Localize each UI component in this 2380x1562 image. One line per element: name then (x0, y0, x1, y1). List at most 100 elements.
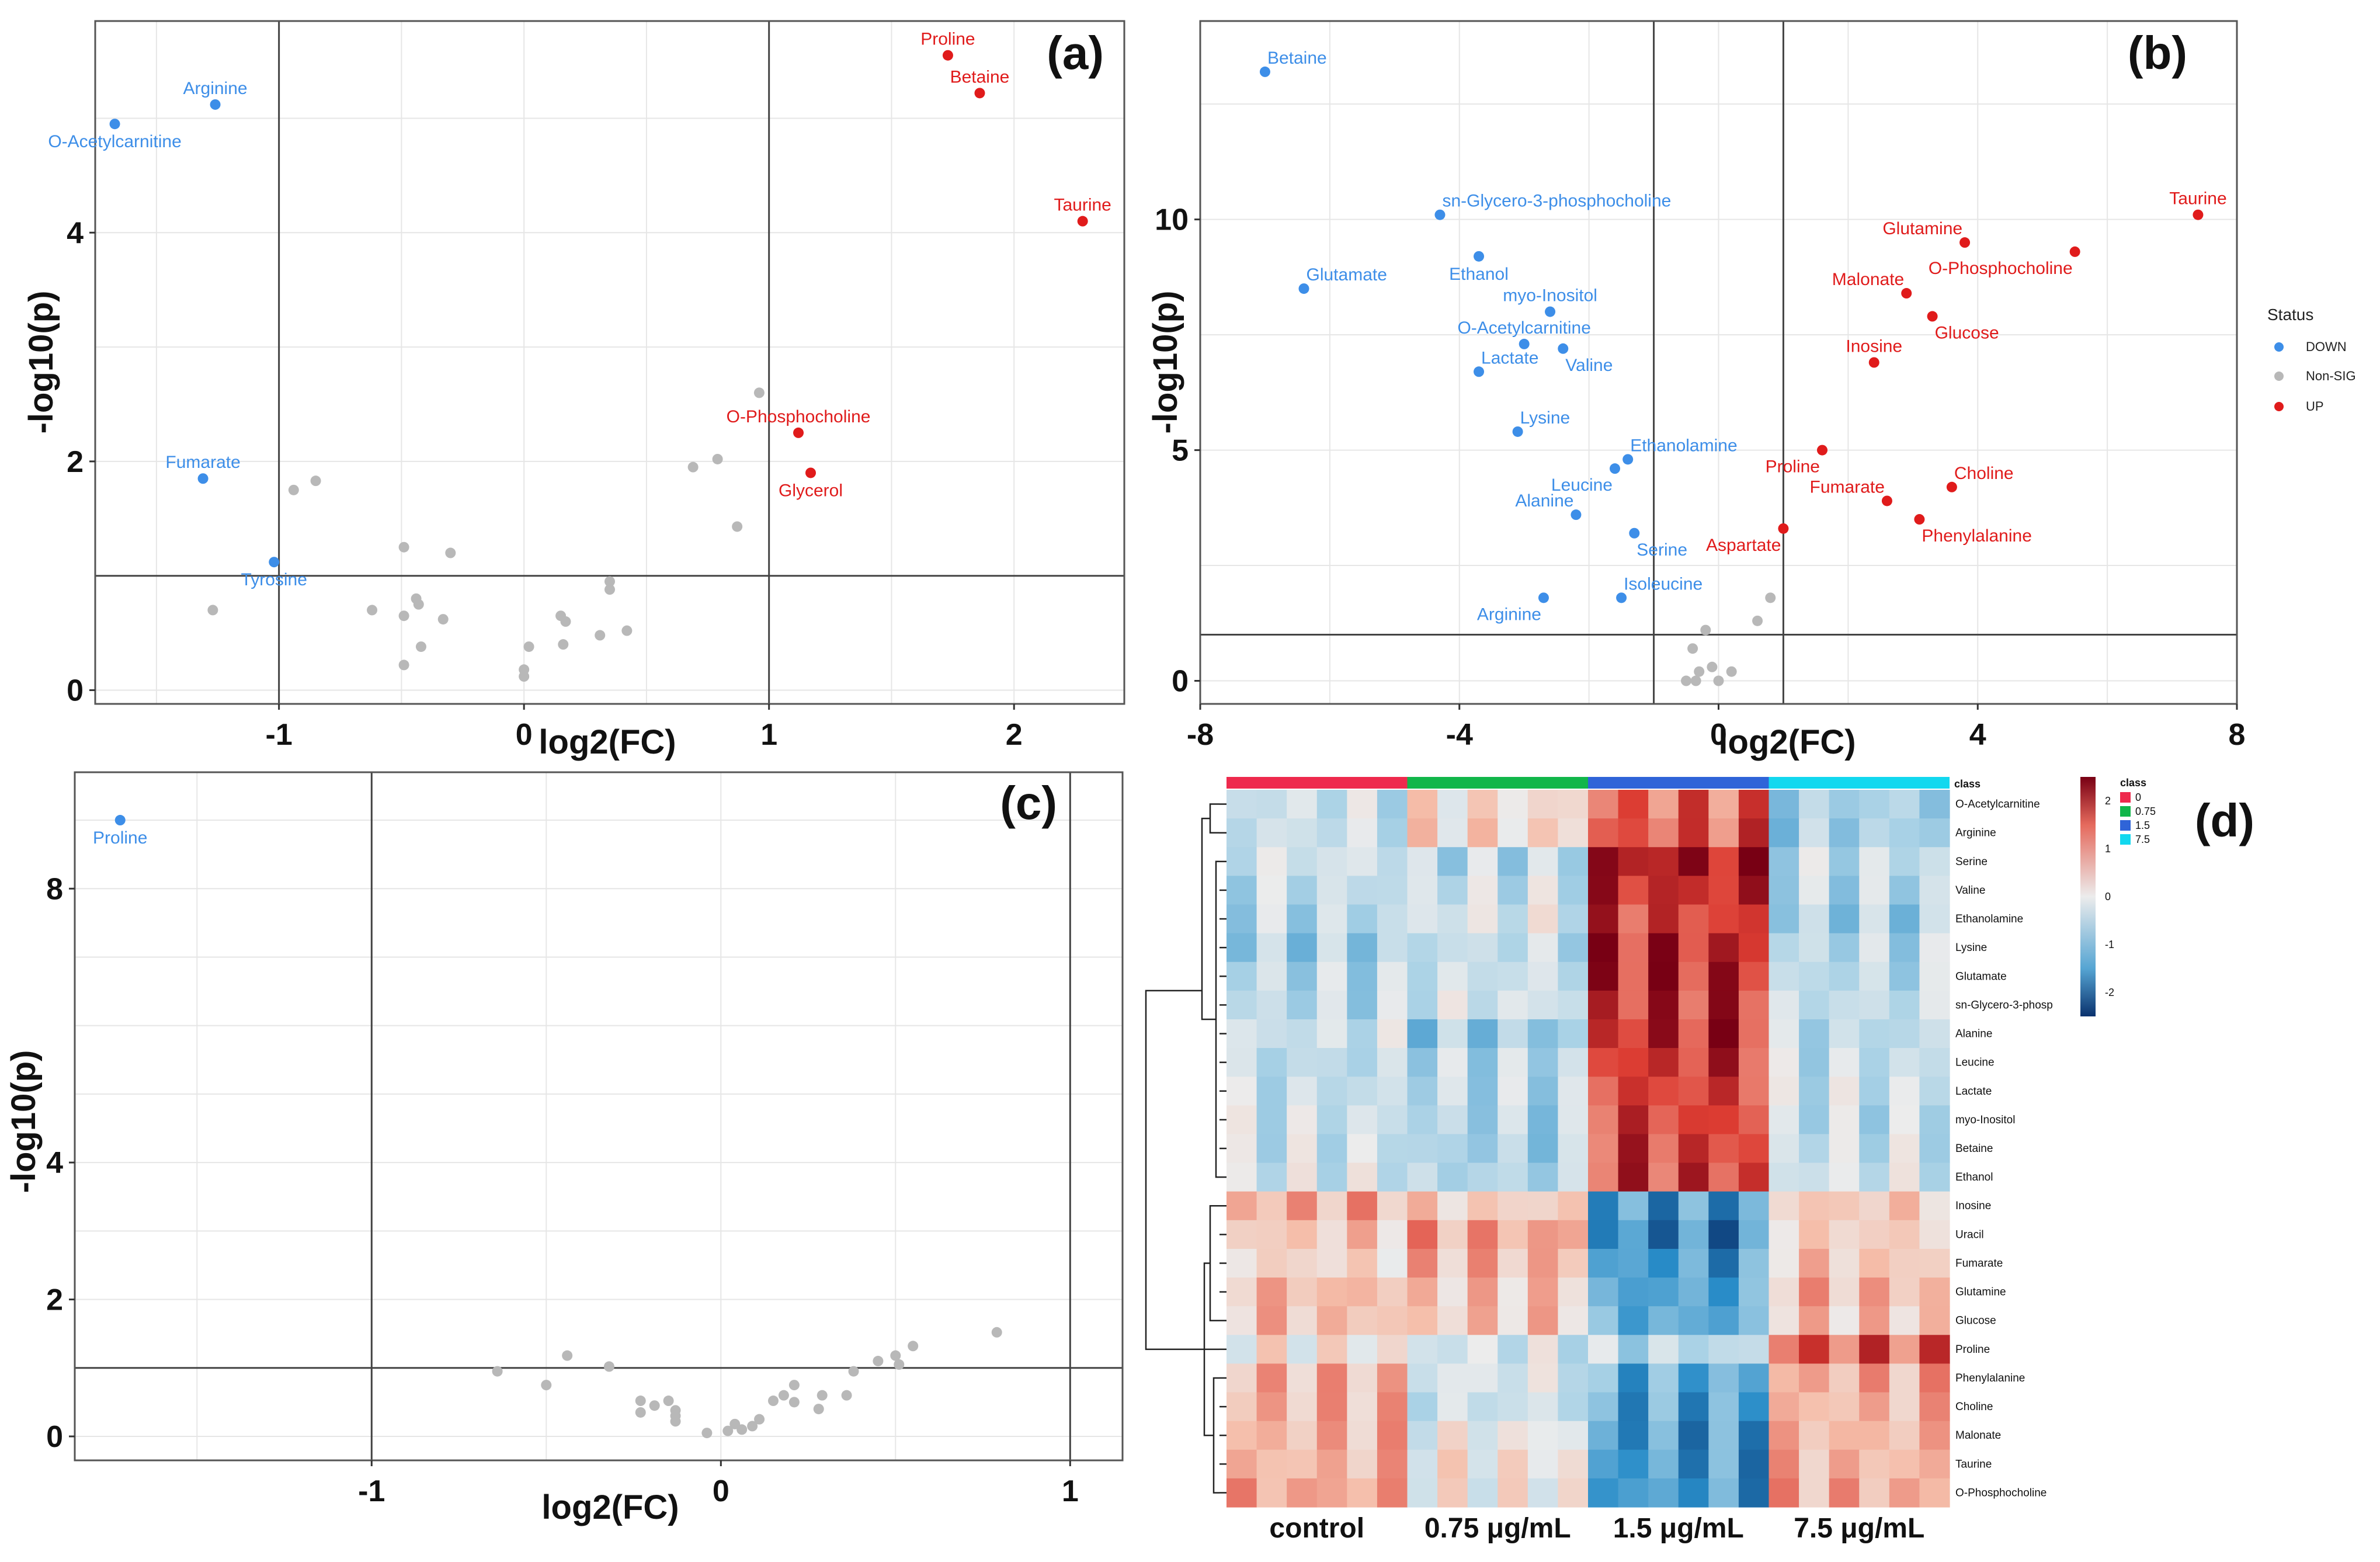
heatmap-cell (1287, 1162, 1318, 1192)
heatmap-cell (1738, 1278, 1770, 1307)
heatmap-cell (1256, 962, 1287, 991)
heatmap-cell (1678, 990, 1709, 1020)
heatmap-cell (1377, 1335, 1408, 1364)
heatmap-cell (1316, 1105, 1347, 1135)
heatmap-cell (1769, 1048, 1799, 1077)
x-tick-label: -4 (1446, 718, 1473, 752)
heatmap-row-label: Lactate (1955, 1085, 1992, 1098)
heatmap-cell (1527, 1478, 1559, 1508)
heatmap-cell (1287, 1449, 1318, 1479)
heatmap-cell (1407, 933, 1438, 963)
heatmap-cell (1769, 1449, 1799, 1479)
heatmap-cell (1708, 904, 1739, 934)
color-scale-tick: 2 (2105, 795, 2111, 807)
point-label: Alanine (1515, 491, 1573, 511)
heatmap-row-label: Glucose (1955, 1315, 1996, 1327)
class-legend-swatch (2120, 834, 2131, 845)
heatmap-cell (1527, 1392, 1559, 1422)
heatmap-cell (1256, 1248, 1287, 1278)
heatmap-cell (1919, 1077, 1950, 1106)
heatmap-cell (1377, 1449, 1408, 1479)
data-point (1700, 624, 1711, 636)
heatmap-cell (1347, 904, 1378, 934)
heatmap-cell (1648, 1278, 1679, 1307)
data-point (768, 1396, 779, 1407)
heatmap-cell (1498, 904, 1528, 934)
heatmap-cell (1287, 1363, 1318, 1393)
data-point (197, 473, 209, 484)
heatmap-cell (1498, 1449, 1528, 1479)
heatmap-cell (1648, 1134, 1679, 1164)
data-point (398, 659, 409, 671)
heatmap-cell (1527, 1363, 1559, 1393)
heatmap-cell (1227, 876, 1257, 905)
heatmap-cell (1407, 1306, 1438, 1335)
heatmap-cell (1919, 1278, 1950, 1307)
heatmap-cell (1829, 1335, 1860, 1364)
heatmap-row-label: Betaine (1955, 1143, 1993, 1155)
heatmap-cell (1738, 1077, 1770, 1106)
heatmap-cell (1256, 876, 1287, 905)
heatmap-cell (1648, 1478, 1679, 1508)
point-label: Choline (1954, 464, 2014, 483)
heatmap-cell (1467, 1105, 1498, 1135)
heatmap-cell (1919, 790, 1950, 819)
heatmap-cell (1407, 1105, 1438, 1135)
x-tick-label: 8 (2229, 718, 2246, 752)
data-point (603, 1361, 614, 1372)
heatmap-cell (1377, 847, 1408, 876)
x-axis-label: log2(FC) (538, 723, 676, 761)
data-point (813, 1404, 824, 1415)
heatmap-cell (1829, 1449, 1860, 1479)
heatmap-cell (1287, 1077, 1318, 1106)
heatmap-cell (1316, 1019, 1347, 1049)
heatmap-cell (1648, 1162, 1679, 1192)
heatmap-cell (1588, 1306, 1619, 1335)
heatmap-cell (1527, 1048, 1559, 1077)
class-legend-swatch (2120, 792, 2131, 803)
legend-nonsig-label: Non-SIG (2306, 369, 2356, 383)
heatmap-cell (1588, 876, 1619, 905)
legend-down-label: DOWN (2306, 339, 2347, 354)
heatmap-cell (1829, 1278, 1860, 1307)
heatmap-cell (1738, 818, 1770, 848)
heatmap-cell (1769, 1105, 1799, 1135)
heatmap-cell (1889, 818, 1920, 848)
heatmap-cell (1437, 1191, 1468, 1221)
x-tick-label: -1 (266, 718, 293, 752)
heatmap-cell (1377, 1248, 1408, 1278)
heatmap-cell (1618, 847, 1649, 876)
heatmap-cell (1829, 1191, 1860, 1221)
point-label: sn-Glycero-3-phosphocholine (1442, 192, 1671, 211)
heatmap-cell (1738, 1335, 1770, 1364)
heatmap-cell (1558, 1191, 1589, 1221)
heatmap-row-label: Ethanol (1955, 1171, 1993, 1183)
heatmap-cell (1618, 1077, 1649, 1106)
heatmap-cell (1829, 818, 1860, 848)
data-point (1545, 306, 1556, 317)
point-label: Aspartate (1706, 536, 1781, 555)
heatmap-cell (1316, 1077, 1347, 1106)
heatmap-cell (1256, 1392, 1287, 1422)
heatmap-cell (1799, 790, 1830, 819)
heatmap-cell (1227, 1363, 1257, 1393)
heatmap-cell (1799, 818, 1830, 848)
heatmap-cell (1558, 990, 1589, 1020)
heatmap-cell (1498, 933, 1528, 963)
heatmap-cell (1588, 1248, 1619, 1278)
heatmap-cell (1227, 1162, 1257, 1192)
heatmap-cell (1829, 876, 1860, 905)
heatmap-cell (1859, 1191, 1890, 1221)
class-legend-label: 7.5 (2135, 834, 2150, 845)
heatmap-cell (1467, 1077, 1498, 1106)
heatmap-cell (1769, 1421, 1799, 1450)
heatmap-cell (1227, 1077, 1257, 1106)
point-label: Inosine (1846, 337, 1902, 356)
class-legend-label: 1.5 (2135, 820, 2150, 831)
heatmap-cell (1256, 1278, 1287, 1307)
color-scale-tick: -1 (2105, 939, 2114, 950)
data-point (1752, 615, 1763, 626)
heatmap-cell (1648, 1421, 1679, 1450)
heatmap-cell (1648, 1306, 1679, 1335)
